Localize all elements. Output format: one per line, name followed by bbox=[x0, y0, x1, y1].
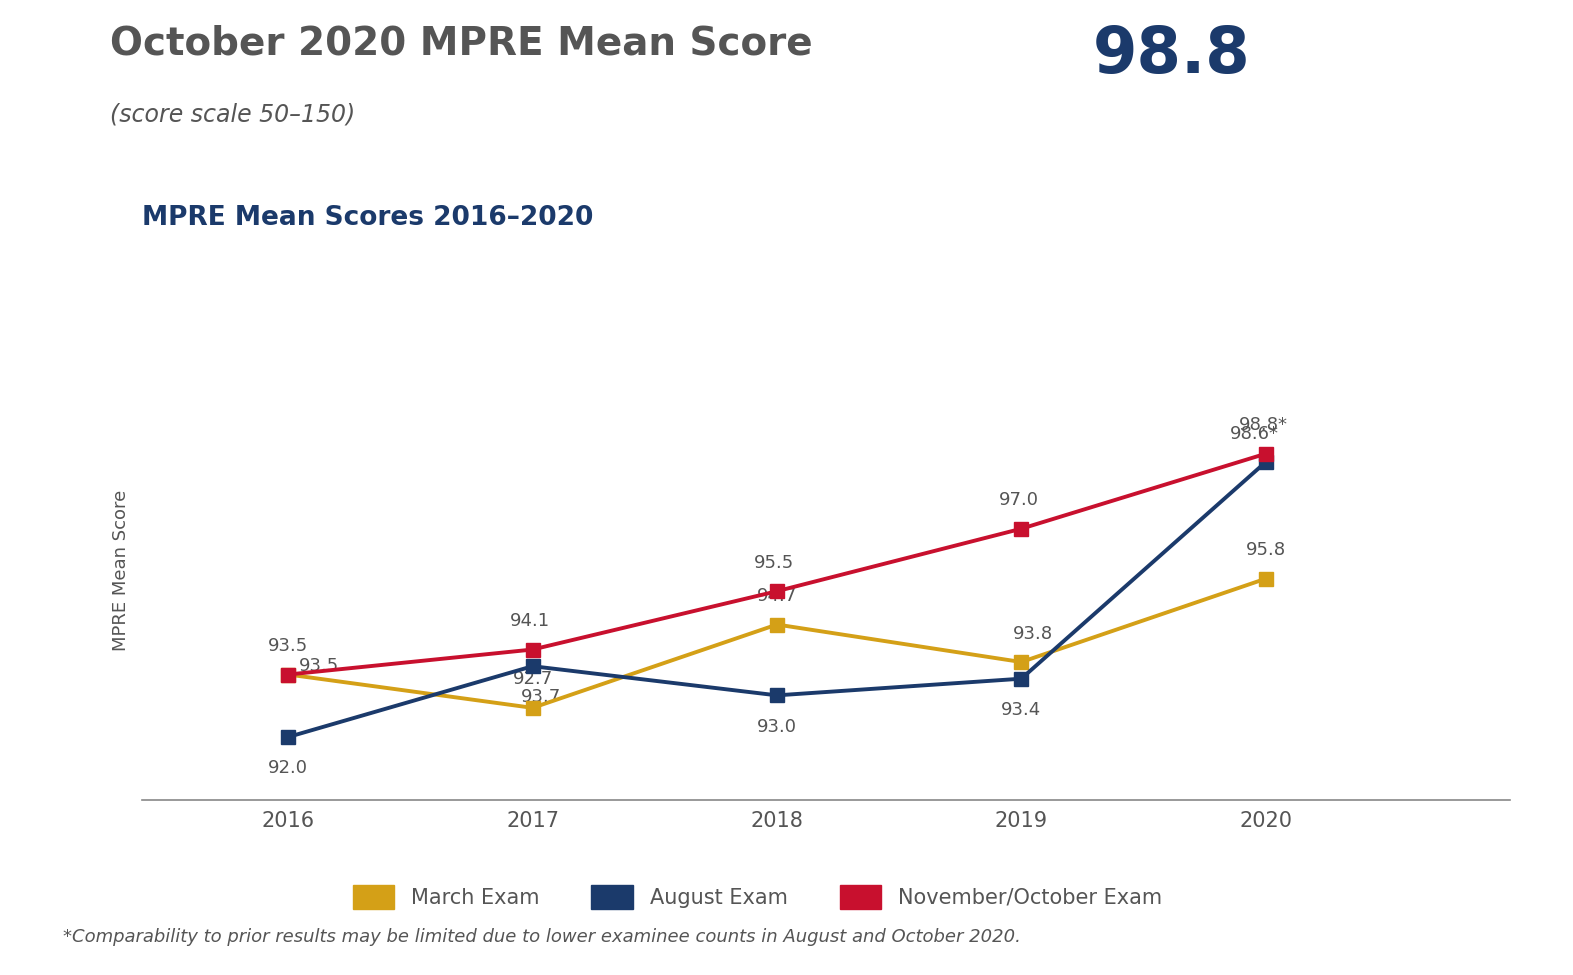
Y-axis label: MPRE Mean Score: MPRE Mean Score bbox=[112, 489, 131, 651]
Text: 93.8: 93.8 bbox=[1013, 625, 1052, 643]
Text: MPRE Mean Scores 2016–2020: MPRE Mean Scores 2016–2020 bbox=[142, 205, 593, 231]
Text: 94.1: 94.1 bbox=[510, 612, 551, 630]
Text: 93.7: 93.7 bbox=[521, 688, 562, 707]
Text: (score scale 50–150): (score scale 50–150) bbox=[110, 102, 355, 127]
Text: 93.5: 93.5 bbox=[267, 637, 308, 655]
Text: 97.0: 97.0 bbox=[999, 491, 1038, 509]
Text: 95.8: 95.8 bbox=[1246, 541, 1285, 560]
Legend: March Exam, August Exam, November/October Exam: March Exam, August Exam, November/Octobe… bbox=[344, 877, 1170, 917]
Text: October 2020 MPRE Mean Score: October 2020 MPRE Mean Score bbox=[110, 24, 826, 62]
Text: 93.4: 93.4 bbox=[1000, 701, 1041, 719]
Text: *Comparability to prior results may be limited due to lower examinee counts in A: *Comparability to prior results may be l… bbox=[63, 928, 1021, 946]
Text: 93.5: 93.5 bbox=[299, 657, 338, 676]
Text: 93.0: 93.0 bbox=[757, 718, 798, 735]
Text: 94.7: 94.7 bbox=[757, 587, 798, 605]
Text: 92.0: 92.0 bbox=[267, 760, 308, 777]
Text: 95.5: 95.5 bbox=[753, 554, 794, 571]
Text: 98.6*: 98.6* bbox=[1230, 425, 1279, 443]
Text: 92.7: 92.7 bbox=[513, 671, 552, 688]
Text: 98.8*: 98.8* bbox=[1238, 416, 1287, 434]
Text: 98.8: 98.8 bbox=[1093, 24, 1251, 87]
